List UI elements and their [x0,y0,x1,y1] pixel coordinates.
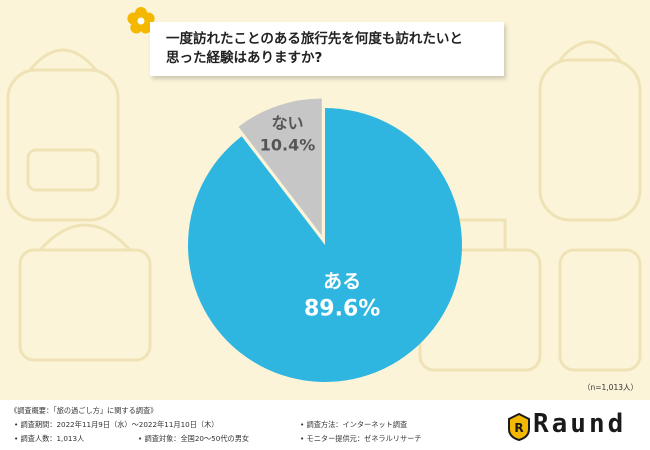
logo-wordmark: Raund [533,409,627,439]
survey-target: • 調査対象：全国20〜50代の男女 [138,434,250,443]
survey-heading: 《調査概要：「旅の過ごし方」に関する調査》 [10,406,158,415]
sample-size-note: （n=1,013人） [582,383,638,392]
slice-label-yes: ある [323,271,361,293]
backpack-strap-right [558,40,622,61]
raund-logo: R Raund [508,409,642,442]
case-illustration [558,248,642,372]
backpack-pocket [26,148,100,192]
survey-method: • 調査方法：インターネット調査 [300,420,408,429]
slice-label-no: ない [271,113,303,132]
survey-period: • 調査期間：2022年11月9日（水）〜2022年11月10日（木） [14,420,219,429]
bag-handle [38,223,132,252]
svg-text:R: R [514,421,523,435]
survey-count: • 調査人数：1,013人 [14,434,85,443]
survey-provider: • モニター提供元：ゼネラルリサーチ [300,434,422,443]
question-title: 一度訪れたことのある旅行先を何度も訪れたいと 思った経験はありますか? [166,31,463,66]
pie-chart: ある 89.6% ない 10.4% [187,98,462,382]
survey-overview: 《調査概要：「旅の過ごし方」に関する調査》 • 調査期間：2022年11月9日（… [0,400,650,450]
logo-badge-icon: R [508,413,530,441]
question-title-box: 一度訪れたことのある旅行先を何度も訪れたいと 思った経験はありますか? [150,22,504,76]
flower-icon [127,7,155,34]
backpack-strap [28,48,98,71]
slice-value-no: 10.4% [260,135,316,154]
backpack-illustration-right [538,58,642,222]
pie-slice-yes [187,108,462,382]
backpack-illustration [6,68,120,222]
bag-illustration [18,248,152,362]
pie-slice-no [238,98,322,236]
slice-value-yes: 89.6% [304,297,380,322]
